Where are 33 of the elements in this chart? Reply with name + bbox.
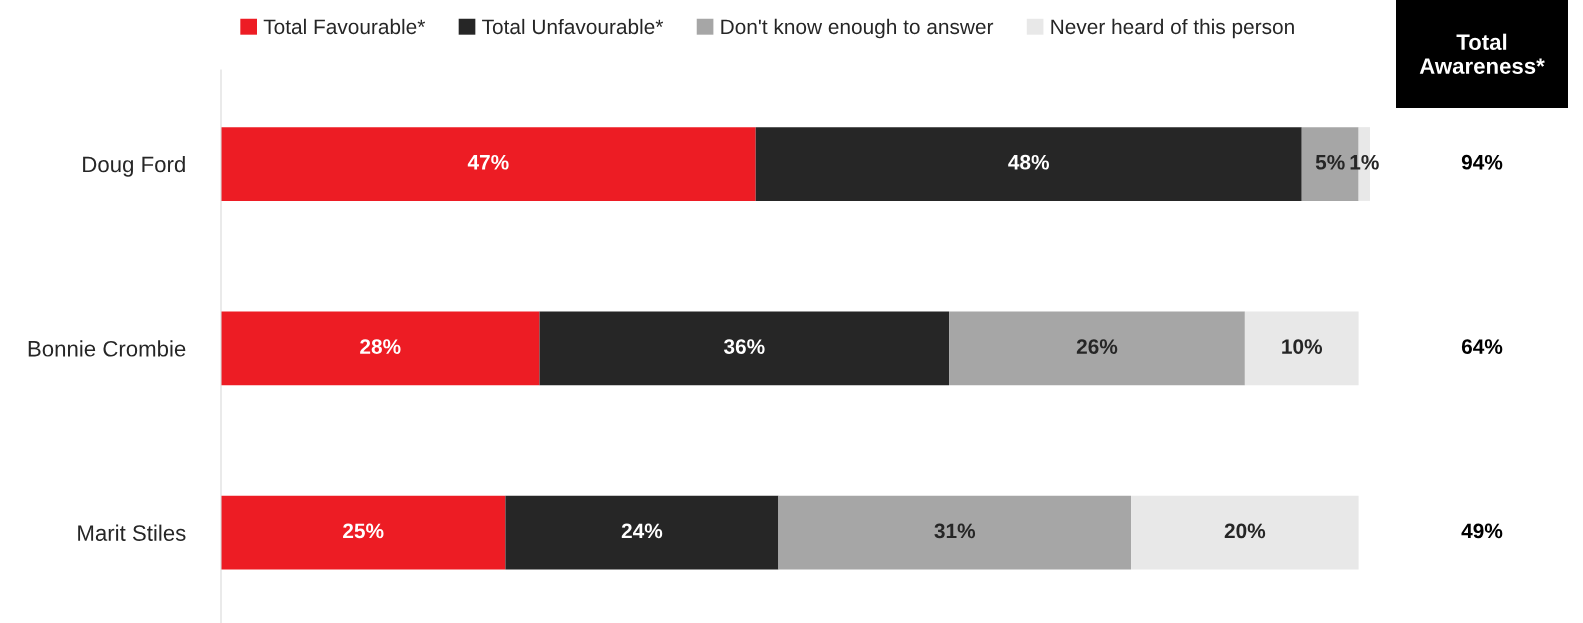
data-label: 1% <box>1350 154 1379 170</box>
bar <box>221 127 756 201</box>
bar <box>539 311 950 386</box>
data-label: 25% <box>343 523 384 539</box>
legend-label: Don't know enough to answer <box>721 18 994 39</box>
text: 49% <box>1461 523 1503 539</box>
data-label: 24% <box>621 523 663 539</box>
bar <box>221 495 506 570</box>
y-tick-label: Bonnie Crombie <box>28 340 186 357</box>
text: 64% <box>1461 339 1503 354</box>
y-tick-label: Marit Stiles <box>78 524 186 541</box>
bar <box>1244 311 1359 386</box>
legend-label: Total Unfavourable* <box>482 18 664 35</box>
bar <box>221 311 540 386</box>
legend-label: Total Favourable* <box>263 18 426 35</box>
data-label: 36% <box>723 339 765 354</box>
data-label: 20% <box>1224 523 1266 539</box>
legend-label: Never heard of this person <box>1051 18 1294 39</box>
data-label: 31% <box>934 523 976 539</box>
text: Total Awareness* <box>1419 33 1545 74</box>
y-tick-label: Doug Ford <box>83 155 185 177</box>
text: 94% <box>1461 154 1503 170</box>
data-label: 5% <box>1315 154 1345 170</box>
data-label: 28% <box>360 339 401 354</box>
bar <box>778 495 1132 570</box>
bar <box>505 495 779 570</box>
data-label: 47% <box>467 154 509 170</box>
data-label: 10% <box>1282 339 1323 354</box>
bar <box>1131 495 1359 570</box>
bar <box>755 127 1302 201</box>
bar <box>949 311 1245 386</box>
data-label: 26% <box>1076 339 1118 354</box>
data-label: 48% <box>1008 154 1050 170</box>
